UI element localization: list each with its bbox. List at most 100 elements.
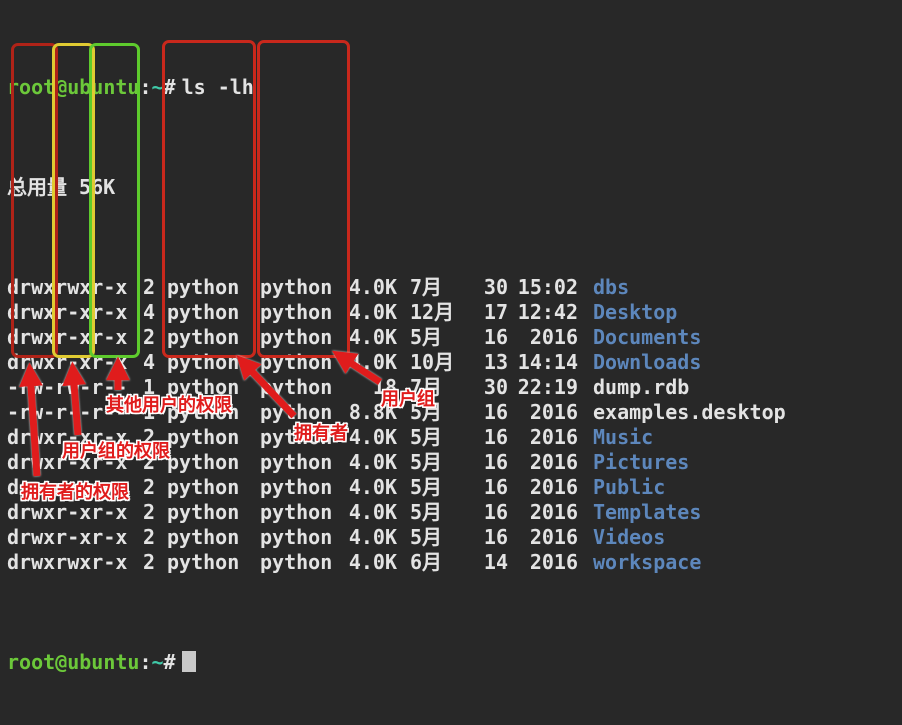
file-name: Pictures xyxy=(593,450,690,474)
file-day: 16 xyxy=(483,425,508,449)
file-time: 2016 xyxy=(529,400,578,424)
file-name: Desktop xyxy=(593,300,678,324)
total-line: 总用量 56K xyxy=(7,175,116,199)
file-link-count: 2 xyxy=(142,425,155,449)
file-day: 16 xyxy=(483,475,508,499)
prompt-separator: : xyxy=(139,75,152,99)
file-owner: python xyxy=(167,325,240,349)
file-owner: python xyxy=(167,375,240,399)
file-time: 2016 xyxy=(529,500,578,524)
file-group: python xyxy=(260,450,333,474)
file-group: python xyxy=(260,475,333,499)
file-permissions: drwxr-xr-x xyxy=(7,500,128,524)
file-size: 8.8K xyxy=(348,400,397,424)
file-day: 17 xyxy=(483,300,508,324)
file-link-count: 2 xyxy=(142,500,155,524)
file-row: drwxr-xr-x 2 python python 4.0K 5月 16 2016 Docum… xyxy=(7,325,902,350)
file-name: Downloads xyxy=(593,350,702,374)
file-day: 13 xyxy=(483,350,508,374)
file-month: 5月 xyxy=(410,425,443,449)
file-group: python xyxy=(260,375,333,399)
prompt-user-host: root@ubuntu xyxy=(7,650,140,674)
file-link-count: 2 xyxy=(142,325,155,349)
file-month: 7月 xyxy=(410,275,443,299)
file-day: 16 xyxy=(483,450,508,474)
file-owner: python xyxy=(167,450,240,474)
file-time: 14:14 xyxy=(517,350,578,374)
file-permissions: drwxrwxr-x xyxy=(7,550,128,574)
file-size: 4.0K xyxy=(348,500,397,524)
file-month: 5月 xyxy=(410,325,443,349)
prompt-line: root@ubuntu:~# xyxy=(7,650,902,675)
file-size: 4.0K xyxy=(348,325,397,349)
file-permissions: drwxr-xr-x xyxy=(7,475,128,499)
file-link-count: 2 xyxy=(142,275,155,299)
prompt-separator: : xyxy=(139,650,152,674)
file-group: python xyxy=(260,350,333,374)
file-size: 4.0K xyxy=(348,450,397,474)
file-permissions: drwxr-xr-x xyxy=(7,350,128,374)
command-text: ls -lh xyxy=(181,75,254,99)
file-time: 2016 xyxy=(529,450,578,474)
file-permissions: drwxr-xr-x xyxy=(7,300,128,324)
file-permissions: -rw-r--r-- xyxy=(7,400,128,424)
file-size: 4.0K xyxy=(348,425,397,449)
terminal-cursor[interactable] xyxy=(181,651,196,672)
file-link-count: 4 xyxy=(142,350,155,374)
file-size: 4.0K xyxy=(348,475,397,499)
file-group: python xyxy=(260,400,333,424)
file-row: drwxr-xr-x 2 python python 4.0K 5月 16 2016 Publi… xyxy=(7,475,902,500)
file-name: Music xyxy=(593,425,654,449)
file-permissions: -rw-rw-r-- xyxy=(7,375,128,399)
file-size: 18 xyxy=(372,375,397,399)
file-month: 5月 xyxy=(410,475,443,499)
file-group: python xyxy=(260,550,333,574)
file-name: examples.desktop xyxy=(593,400,786,424)
file-day: 14 xyxy=(483,550,508,574)
file-size: 4.0K xyxy=(348,550,397,574)
file-row: drwxr-xr-x 2 python python 4.0K 5月 16 2016 Pictu… xyxy=(7,450,902,475)
file-day: 16 xyxy=(483,500,508,524)
file-row: drwxr-xr-x 4 python python 4.0K 10月 13 14:14 Dow… xyxy=(7,350,902,375)
file-link-count: 1 xyxy=(142,375,155,399)
file-month: 5月 xyxy=(410,500,443,524)
file-name: Public xyxy=(593,475,666,499)
file-time: 22:19 xyxy=(517,375,578,399)
file-link-count: 1 xyxy=(142,400,155,424)
file-group: python xyxy=(260,500,333,524)
file-row: drwxr-xr-x 2 python python 4.0K 5月 16 2016 Music xyxy=(7,425,902,450)
file-group: python xyxy=(260,325,333,349)
file-time: 2016 xyxy=(529,425,578,449)
file-owner: python xyxy=(167,475,240,499)
file-row: drwxr-xr-x 4 python python 4.0K 12月 17 12:42 Des… xyxy=(7,300,902,325)
file-row: -rw-rw-r-- 1 python python 18 7月 30 22:19 dump.r… xyxy=(7,375,902,400)
file-permissions: drwxr-xr-x xyxy=(7,450,128,474)
file-list: drwxrwxr-x 2 python python 4.0K 7月 30 15:02 dbs d… xyxy=(7,275,902,575)
file-group: python xyxy=(260,300,333,324)
file-owner: python xyxy=(167,425,240,449)
file-time: 12:42 xyxy=(517,300,578,324)
file-row: drwxrwxr-x 2 python python 4.0K 7月 30 15:02 dbs xyxy=(7,275,902,300)
file-owner: python xyxy=(167,500,240,524)
file-permissions: drwxr-xr-x xyxy=(7,325,128,349)
prompt-symbol: # xyxy=(163,75,176,99)
terminal-window[interactable]: root@ubuntu:~# ls -lh 总用量 56K drwxrwxr-x 2… xyxy=(0,0,902,674)
file-day: 16 xyxy=(483,325,508,349)
file-month: 6月 xyxy=(410,550,443,574)
file-permissions: drwxrwxr-x xyxy=(7,275,128,299)
file-time: 2016 xyxy=(529,475,578,499)
file-link-count: 2 xyxy=(142,475,155,499)
file-month: 5月 xyxy=(410,450,443,474)
file-owner: python xyxy=(167,550,240,574)
file-owner: python xyxy=(167,400,240,424)
file-month: 7月 xyxy=(410,375,443,399)
file-row: drwxr-xr-x 2 python python 4.0K 5月 16 2016 Templ… xyxy=(7,500,902,525)
file-name: dbs xyxy=(593,275,630,299)
prompt-user-host: root@ubuntu xyxy=(7,75,140,99)
file-group: python xyxy=(260,275,333,299)
file-time: 15:02 xyxy=(517,275,578,299)
file-month: 10月 xyxy=(410,350,455,374)
file-row: drwxrwxr-x 2 python python 4.0K 6月 14 2016 works… xyxy=(7,550,902,575)
file-link-count: 2 xyxy=(142,450,155,474)
